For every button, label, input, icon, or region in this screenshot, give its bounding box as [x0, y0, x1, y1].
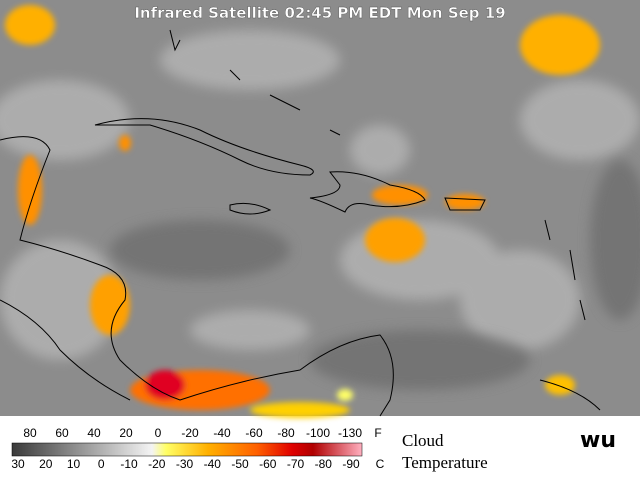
celsius-label: -70: [287, 457, 305, 471]
fahrenheit-label: 20: [119, 426, 133, 440]
fahrenheit-label: 80: [23, 426, 37, 440]
celsius-unit: C: [376, 457, 385, 471]
map-title: Infrared Satellite 02:45 PM EDT Mon Sep …: [134, 4, 505, 22]
celsius-label: 30: [11, 457, 25, 471]
celsius-label: -40: [204, 457, 222, 471]
fahrenheit-label: 40: [87, 426, 101, 440]
logo: wu: [580, 428, 616, 453]
celsius-label: -50: [231, 457, 249, 471]
fahrenheit-label: -60: [245, 426, 263, 440]
celsius-label: -80: [315, 457, 333, 471]
celsius-label: 20: [39, 457, 53, 471]
celsius-label: 10: [67, 457, 81, 471]
satellite-map: [0, 0, 640, 418]
legend-caption: Temperature: [402, 453, 488, 472]
celsius-label: -60: [259, 457, 277, 471]
fahrenheit-label: -40: [213, 426, 231, 440]
celsius-label: -30: [176, 457, 194, 471]
celsius-label: -20: [148, 457, 166, 471]
celsius-labels: 30 20 10 0 -10 -20 -30 -40 -50 -60 -70 -80 -90: [11, 457, 360, 471]
fahrenheit-labels: 80 60 40 20 0 -20 -40 -60 -80 -100 -130: [23, 426, 362, 440]
fahrenheit-unit: F: [374, 426, 381, 440]
color-scale: [11, 442, 363, 457]
fahrenheit-label: 0: [155, 426, 162, 440]
fahrenheit-label: -100: [306, 426, 330, 440]
celsius-label: -10: [120, 457, 138, 471]
fahrenheit-label: -130: [338, 426, 362, 440]
celsius-label: -90: [342, 457, 360, 471]
legend-caption: Cloud: [402, 431, 444, 450]
fahrenheit-label: -20: [181, 426, 199, 440]
fahrenheit-label: -80: [277, 426, 295, 440]
celsius-label: 0: [98, 457, 105, 471]
fahrenheit-label: 60: [55, 426, 69, 440]
